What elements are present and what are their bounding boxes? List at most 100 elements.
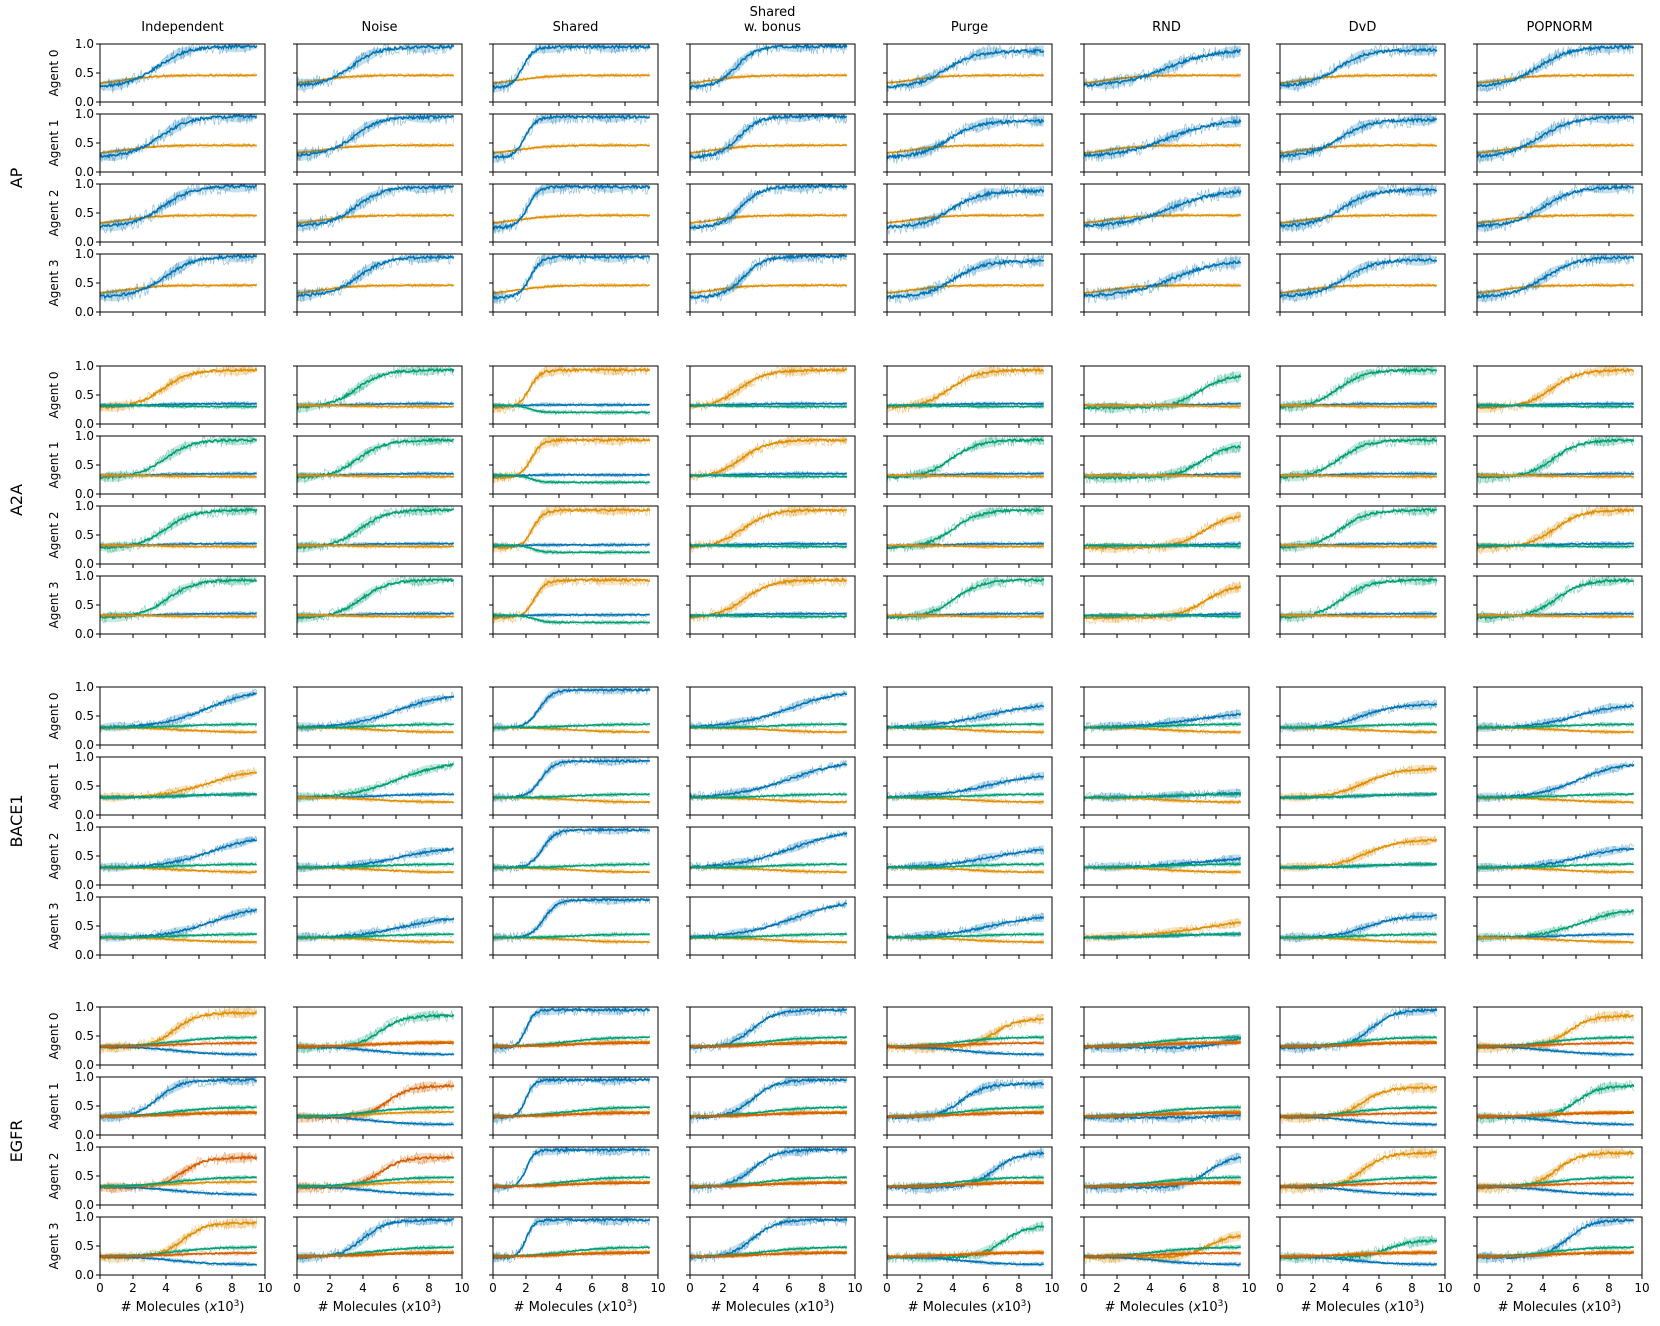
series-line-blue [493, 44, 651, 90]
y-tick-label: 0.0 [75, 1128, 94, 1142]
series-band-blue [1477, 846, 1634, 873]
plot-area [1084, 581, 1242, 626]
series-line-orange [100, 936, 257, 944]
plot-area [493, 576, 651, 627]
plot-area [100, 114, 258, 163]
plot-area [493, 366, 651, 417]
series-band-green [1280, 576, 1437, 622]
series-line-blue [297, 184, 455, 228]
series-line-green [297, 933, 454, 939]
panel [1276, 896, 1446, 959]
series-line-orange [1280, 283, 1438, 295]
panel: 0.0 0.5 1.0 Agent 2 [47, 499, 266, 571]
task-label: AP [7, 167, 26, 188]
plot-area [1280, 763, 1438, 802]
series-line-blue [1477, 184, 1635, 229]
series-line-blue [297, 1045, 455, 1056]
series-band-orange [690, 283, 847, 295]
series-line-green [297, 862, 454, 869]
series-line-green [887, 793, 1044, 800]
panel-frame [99, 756, 266, 816]
series-line-orange [1280, 214, 1437, 225]
series-line-blue [1477, 932, 1634, 939]
series-raw-blue [1084, 114, 1242, 163]
panel [1080, 756, 1250, 819]
plot-area [297, 436, 455, 485]
series-line-blue [690, 114, 848, 160]
series-line-blue [1280, 257, 1438, 298]
panel [1276, 1076, 1446, 1139]
series-line-blue [297, 44, 455, 88]
series-raw-orange [297, 141, 454, 155]
x-tick-label: 6 [195, 1281, 203, 1295]
plot-area [690, 1007, 848, 1055]
panel [1276, 183, 1446, 246]
plot-area [100, 576, 258, 624]
series-band-blue [1280, 254, 1437, 301]
series-line-orange [887, 474, 1044, 479]
panel-frame [1083, 365, 1250, 425]
y-tick-label: 0.0 [75, 1268, 94, 1282]
series-raw-orange [100, 211, 258, 226]
plot-area [887, 1221, 1045, 1268]
panel [1276, 1146, 1446, 1209]
series-line-blue [887, 704, 1045, 729]
series-line-orange [493, 437, 651, 480]
series-band-blue [297, 847, 454, 872]
y-tick-label: 0.5 [75, 1239, 94, 1253]
series-line-blue [493, 758, 651, 800]
series-line-green [100, 933, 258, 939]
plot-area [1280, 911, 1438, 946]
series-band-blue [887, 1078, 1044, 1122]
series-line-green [690, 932, 848, 939]
series-line-orange [1477, 283, 1635, 294]
x-tick-label: 10 [257, 1281, 272, 1295]
x-tick-label: 10 [847, 1281, 862, 1295]
panel [489, 1146, 659, 1209]
series-line-orange [887, 283, 1045, 295]
series-line-orange [887, 213, 1045, 225]
panel [293, 1006, 463, 1069]
panel [686, 575, 856, 638]
series-line-green [297, 1106, 454, 1118]
panel-frame [886, 1006, 1053, 1066]
panel [1080, 365, 1250, 428]
series-raw-green [1084, 370, 1242, 415]
plot-area [1477, 908, 1635, 946]
series-line-orange [1477, 213, 1635, 224]
panel [293, 43, 463, 106]
panel [1080, 113, 1250, 176]
y-tick-label: 1.0 [75, 359, 94, 373]
series-line-blue [100, 1255, 258, 1266]
series-band-blue [690, 830, 847, 870]
panel-frame [689, 113, 856, 173]
series-line-orange [1084, 74, 1241, 85]
plot-area [1477, 44, 1635, 93]
plot-area [297, 1217, 455, 1264]
series-line-vermilion [887, 1041, 1045, 1048]
series-band-orange [1084, 511, 1241, 553]
plot-area [1477, 843, 1635, 876]
series-line-orange [1084, 283, 1242, 294]
plot-area [1084, 1033, 1242, 1055]
panel-frame [492, 1076, 659, 1136]
plot-area [690, 759, 848, 806]
series-line-orange [297, 796, 455, 804]
plot-area [100, 506, 258, 554]
series-line-vermilion [690, 1111, 847, 1118]
panel-frame [492, 686, 659, 746]
plot-area [1477, 1217, 1635, 1264]
panel [1473, 896, 1643, 959]
series-line-green [690, 544, 848, 548]
agent-label: Agent 2 [47, 190, 61, 237]
x-tick-label: 4 [162, 1281, 170, 1295]
series-raw-blue [690, 254, 848, 305]
plot-area [100, 1077, 258, 1123]
series-band-orange [1280, 1147, 1437, 1193]
series-line-blue [1084, 1156, 1242, 1191]
panel [1080, 686, 1250, 749]
y-tick-label: 0.0 [75, 305, 94, 319]
panel [686, 826, 856, 889]
panel [883, 113, 1053, 176]
series-band-orange [1477, 366, 1634, 413]
